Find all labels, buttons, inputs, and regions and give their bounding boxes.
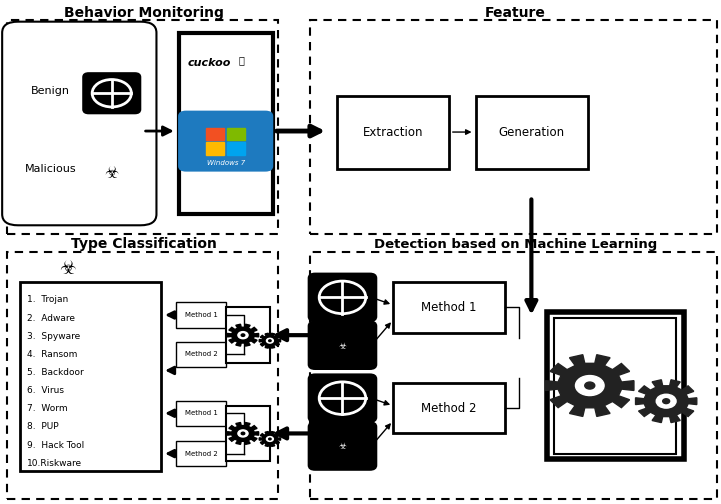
Text: 4.  Ransom: 4. Ransom [27,350,78,359]
Bar [476,96,588,169]
Circle shape [238,430,248,437]
FancyBboxPatch shape [309,322,376,368]
Bar [176,441,226,466]
Text: Windows 7: Windows 7 [206,160,245,166]
Text: Feature: Feature [485,6,546,20]
Bar [337,96,449,169]
Bar [176,401,226,426]
Circle shape [585,382,595,389]
Text: 7.  Worm: 7. Worm [27,404,68,413]
Circle shape [656,394,676,408]
FancyBboxPatch shape [309,423,376,469]
Bar [393,383,505,433]
Bar [206,142,224,155]
Text: 9.  Hack Tool: 9. Hack Tool [27,440,84,450]
Polygon shape [260,431,280,447]
Bar [176,302,226,328]
Bar [176,342,226,367]
Circle shape [242,432,244,434]
Text: Method 1: Method 1 [185,312,218,318]
Text: 1.  Trojan: 1. Trojan [27,295,68,304]
Text: ☣: ☣ [338,443,347,452]
Text: Method 1: Method 1 [185,410,218,416]
Circle shape [242,334,244,336]
Circle shape [575,375,604,396]
Text: ☣: ☣ [58,259,76,278]
Bar [547,312,684,459]
Bar [227,128,245,140]
Bar [310,20,717,234]
Bar [20,282,161,471]
Polygon shape [546,355,634,416]
Text: Malicious: Malicious [25,164,76,174]
Bar [554,318,676,454]
Text: Type Classification: Type Classification [71,237,217,251]
Text: Method 1: Method 1 [421,301,476,314]
Polygon shape [260,333,280,348]
Bar [179,33,273,214]
Text: ☣: ☣ [338,342,347,351]
FancyBboxPatch shape [309,375,376,421]
Text: Detection based on Machine Learning: Detection based on Machine Learning [374,238,657,251]
Text: Method 2: Method 2 [421,402,476,415]
Text: 10.Riskware: 10.Riskware [27,459,82,468]
Polygon shape [227,422,259,445]
Text: Method 2: Method 2 [185,351,218,357]
Circle shape [269,438,271,440]
Text: Method 2: Method 2 [185,451,218,457]
Polygon shape [635,380,696,422]
Bar [7,252,278,499]
Circle shape [238,332,248,339]
Bar [7,20,278,234]
Circle shape [267,436,273,442]
Text: Extraction: Extraction [363,125,423,139]
Bar [393,282,505,333]
Bar [226,406,270,461]
FancyBboxPatch shape [178,111,273,172]
Text: 6.  Virus: 6. Virus [27,386,64,395]
Polygon shape [227,324,259,346]
Bar [227,142,245,155]
Text: cuckoo: cuckoo [187,58,231,68]
FancyBboxPatch shape [309,274,376,321]
Bar [226,307,270,363]
Text: 🦆: 🦆 [239,55,244,66]
Text: Benign: Benign [31,86,70,96]
FancyBboxPatch shape [2,22,156,225]
Text: 8.  PUP: 8. PUP [27,422,59,431]
FancyBboxPatch shape [84,74,140,113]
Text: ☣: ☣ [105,166,119,181]
Circle shape [269,340,271,342]
Text: Generation: Generation [498,125,565,139]
Bar [206,128,224,140]
Text: 3.  Spyware: 3. Spyware [27,332,81,341]
Text: 2.  Adware: 2. Adware [27,313,76,323]
Circle shape [267,338,273,343]
Bar [310,252,717,499]
Text: Behavior Monitoring: Behavior Monitoring [64,6,224,20]
Text: 5.  Backdoor: 5. Backdoor [27,368,84,377]
Circle shape [663,399,670,404]
